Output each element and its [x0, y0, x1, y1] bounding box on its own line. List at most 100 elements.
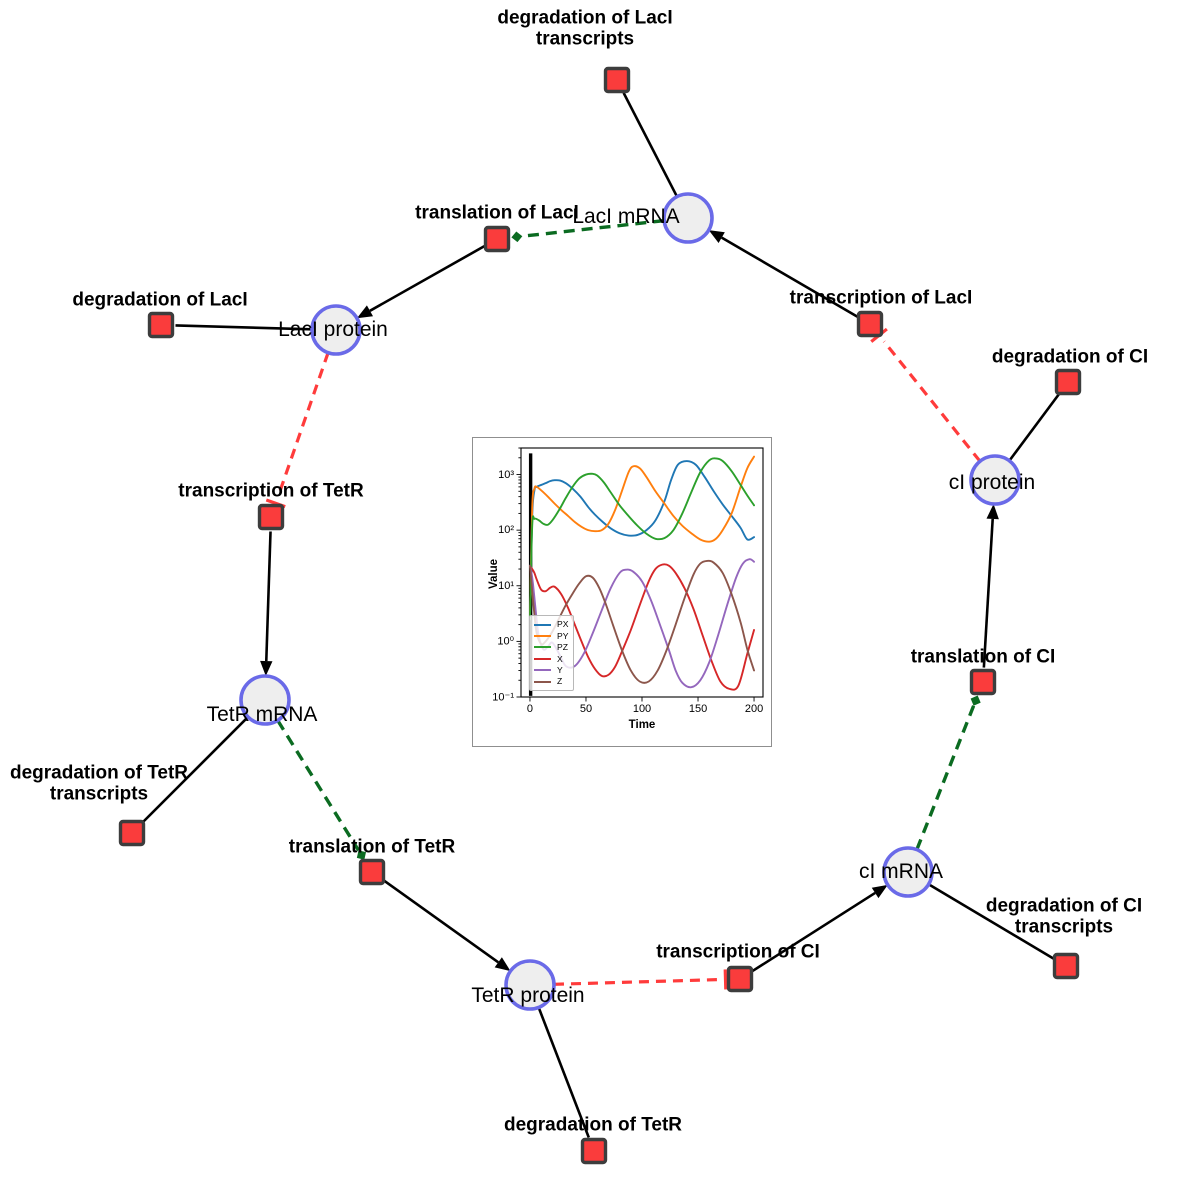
edge-ci-protein-inhibits-laci-transcription [870, 327, 982, 463]
legend-swatch [534, 635, 551, 638]
species-node-laci_protein[interactable] [310, 304, 362, 356]
legend-swatch [534, 680, 551, 683]
species-label-ci_protein: cI protein [948, 471, 1036, 494]
series-line-X [529, 563, 755, 691]
reaction-node-deg_laci[interactable] [147, 311, 175, 339]
reaction-node-deg_tetr[interactable] [580, 1137, 608, 1165]
arrowhead-diamond [511, 231, 523, 243]
plot-text-layer: 0 50 100 150 200 10⁻¹ 10⁰ 10¹ 10² 10³ Time Value PX P… [473, 438, 773, 748]
legend-swatch [534, 646, 551, 649]
x-axis-title: Time [628, 719, 656, 731]
reaction-node-transcription_ci[interactable] [726, 965, 754, 993]
plot-legend: PX PY PZ X Y Z [529, 615, 575, 692]
species-node-ci_mrna[interactable] [882, 846, 934, 898]
edge-translation-to-tetr-protein [383, 879, 511, 972]
y-tick-label: 10³ [498, 468, 514, 481]
legend-item-Y: Y [534, 665, 568, 676]
reaction-node-transcription_tetr[interactable] [257, 503, 285, 531]
x-tick-label: 200 [744, 703, 764, 715]
arrowhead-triangle [986, 503, 999, 520]
reaction-label-deg_laci: degradation of LacI [72, 289, 248, 311]
x-tick-label: 100 [632, 703, 652, 715]
series-line-PZ [529, 457, 755, 621]
reaction-node-translation_laci[interactable] [483, 225, 511, 253]
reaction-label-deg_laci_transcripts: degradation of LacI transcripts [497, 7, 673, 50]
legend-label: Z [557, 676, 563, 687]
x-tick-label: 150 [688, 703, 708, 715]
legend-item-Z: Z [534, 676, 568, 687]
species-label-tetr_mrna: TetR mRNA [206, 703, 318, 726]
arrowhead-triangle [871, 884, 888, 899]
edge-tetr-transcription-to-tetr-mrna [260, 531, 273, 677]
legend-label: Y [557, 664, 563, 675]
legend-swatch [534, 669, 551, 672]
edge-tetr-protein-to-deg [537, 1006, 590, 1138]
reaction-node-deg_ci[interactable] [1054, 368, 1082, 396]
edge-tetr-mrna-to-deg [141, 716, 249, 824]
reaction-node-translation_ci[interactable] [969, 668, 997, 696]
reaction-label-transcription_laci: transcription of LacI [789, 287, 973, 309]
edge-tetr-mrna-modifies-translation [276, 719, 367, 860]
species-label-ci_mrna: cI mRNA [859, 860, 943, 883]
edge-translation-to-laci-protein [356, 245, 486, 319]
y-axis-title: Value [488, 558, 500, 589]
legend-item-X: X [534, 653, 568, 664]
species-node-laci_mrna[interactable] [662, 192, 714, 244]
species-label-laci_protein: LacI protein [278, 318, 388, 341]
legend-swatch [534, 623, 551, 626]
edge-laci-mrna-to-deg [622, 92, 679, 198]
edge-tetr-protein-inhibits-ci-transcription [553, 969, 728, 990]
reaction-label-translation_ci: translation of CI [910, 646, 1056, 668]
y-tick-label: 10² [498, 524, 514, 537]
legend-item-PY: PY [534, 630, 568, 641]
x-tick-label: 0 [526, 703, 534, 715]
edge-ci-mrna-to-deg [927, 883, 1055, 960]
arrowhead-triangle [356, 305, 374, 319]
edge-laci-mrna-modifies-translation [511, 218, 665, 243]
y-tick-label: 10⁰ [497, 635, 514, 648]
species-label-tetr_protein: TetR protein [471, 984, 585, 1007]
edge-ci-mrna-modifies-translation [915, 695, 981, 851]
arrowhead-triangle [708, 230, 725, 243]
edge-laci-protein-to-deg [175, 324, 313, 331]
reaction-label-transcription_ci: transcription of CI [656, 941, 820, 963]
edge-translation-to-ci-protein [982, 503, 999, 668]
reaction-node-transcription_laci[interactable] [856, 310, 884, 338]
legend-label: PY [557, 630, 569, 641]
legend-label: X [557, 653, 563, 664]
arrowhead-diamond [356, 850, 367, 860]
arrowhead-triangle [260, 660, 273, 677]
species-node-ci_protein[interactable] [969, 454, 1021, 506]
timecourse-inset-panel: 0 50 100 150 200 10⁻¹ 10⁰ 10¹ 10² 10³ Time Value PX P… [472, 437, 772, 747]
species-node-tetr_protein[interactable] [504, 959, 556, 1011]
arrowhead-diamond [970, 695, 981, 706]
species-node-tetr_mrna[interactable] [239, 674, 291, 726]
reaction-node-deg_tetr_transcripts[interactable] [118, 819, 146, 847]
reaction-label-deg_tetr_transcripts: degradation of TetR transcripts [9, 762, 189, 805]
legend-item-PZ: PZ [534, 642, 568, 653]
arrowhead-tbar [723, 969, 728, 990]
edge-ci-protein-to-deg [1008, 392, 1061, 462]
reaction-node-deg_ci_transcripts[interactable] [1052, 952, 1080, 980]
species-label-laci_mrna: LacI mRNA [572, 205, 680, 228]
reaction-label-deg_tetr: degradation of TetR [503, 1114, 683, 1136]
legend-label: PX [557, 619, 569, 630]
reaction-label-transcription_tetr: transcription of TetR [178, 480, 364, 502]
reaction-label-deg_ci: degradation of CI [991, 346, 1149, 368]
legend-item-PX: PX [534, 619, 568, 630]
reaction-label-translation_tetr: translation of TetR [288, 836, 456, 858]
series-line-PX [529, 460, 755, 621]
x-tick-label: 50 [579, 703, 593, 715]
y-tick-label: 10¹ [498, 579, 514, 592]
edge-laci-transcription-to-laci-mrna [708, 230, 859, 318]
reaction-label-deg_ci_transcripts: degradation of CI transcripts [985, 895, 1143, 938]
reaction-node-deg_laci_transcripts[interactable] [603, 66, 631, 94]
reaction-node-translation_tetr[interactable] [358, 858, 386, 886]
legend-swatch [534, 657, 551, 660]
legend-label: PZ [557, 642, 568, 653]
edge-ci-transcription-to-ci-mrna [751, 884, 888, 973]
series-line-PY [529, 455, 755, 621]
reaction-label-translation_laci: translation of LacI [415, 202, 579, 224]
y-tick-label: 10⁻¹ [492, 691, 514, 704]
